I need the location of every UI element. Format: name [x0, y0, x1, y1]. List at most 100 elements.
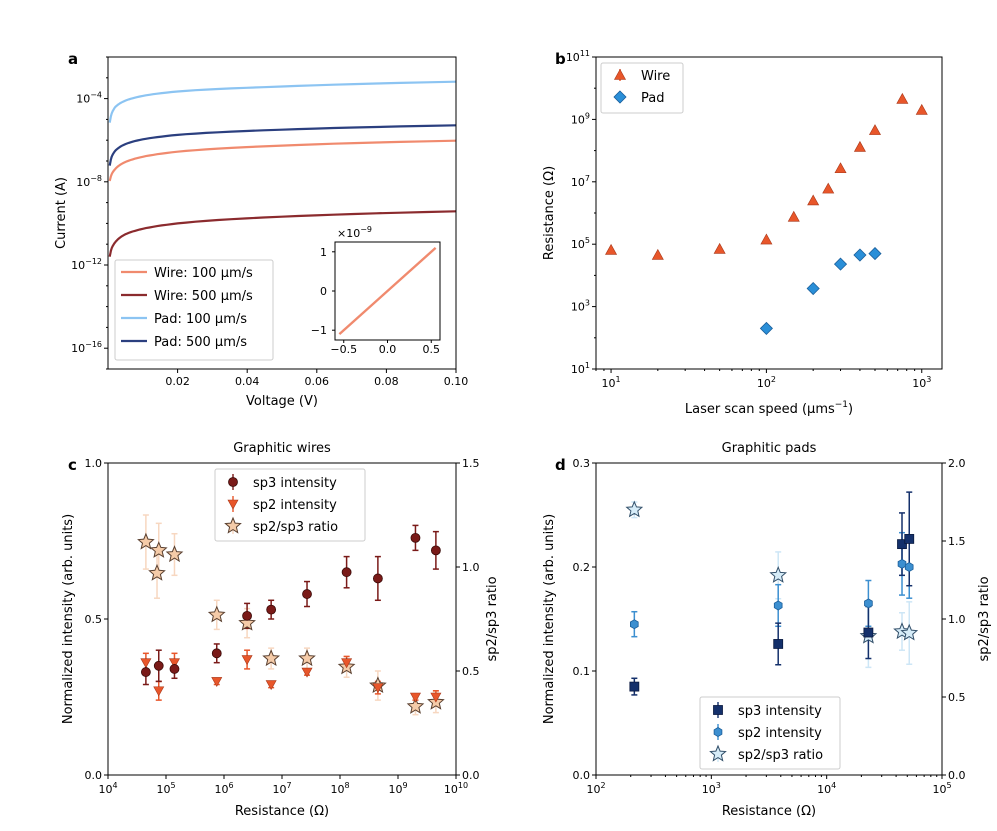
data-point	[630, 619, 639, 630]
data-point	[769, 565, 788, 583]
data-point	[372, 683, 384, 694]
data-point	[773, 600, 783, 611]
y-tick-label: 1011	[566, 49, 590, 64]
y2-tick-label: 1.5	[948, 535, 966, 548]
legend-box	[214, 468, 366, 542]
data-point	[262, 649, 281, 667]
x-axis-label: Laser scan speed (µms−1)	[685, 400, 853, 417]
panel-label-a: a	[68, 50, 78, 68]
x-tick-label: 103	[702, 781, 721, 796]
legend-marker	[713, 727, 723, 737]
y-tick-label: 101	[571, 361, 590, 376]
data-point	[430, 545, 441, 556]
data-point-pad	[759, 321, 773, 335]
legend-entry: Wire	[641, 69, 670, 84]
legend-entry: Pad: 500 µm/s	[154, 335, 247, 350]
data-point	[242, 610, 252, 621]
x-tick-label: 102	[757, 375, 776, 390]
series-line-3	[108, 80, 457, 123]
series-line-4	[108, 124, 457, 166]
inset-multiplier: ×10−9	[337, 225, 372, 240]
x-tick-label: 105	[932, 781, 951, 796]
data-point	[406, 697, 425, 714]
legend-entry: sp2/sp3 ratio	[738, 748, 823, 763]
legend-d: sp3 intensity sp2 intensity sp2/sp3 ratio	[699, 696, 841, 770]
y-tick-label: 10−4	[76, 91, 102, 106]
x-tick-label: 105	[156, 781, 175, 796]
x-tick-label: 103	[912, 375, 931, 390]
x-tick-label: 107	[272, 781, 291, 796]
data-point	[629, 681, 640, 692]
data-point	[904, 534, 915, 544]
y-tick-label: 109	[571, 111, 590, 126]
data-point	[140, 658, 152, 669]
data-point-wire	[605, 243, 618, 255]
data-point	[148, 563, 166, 581]
data-point	[265, 680, 277, 691]
y-axis-label: Current (A)	[54, 177, 69, 249]
data-point	[904, 562, 914, 572]
x-tick-label: 0.06	[305, 375, 330, 388]
data-point-wire	[896, 92, 909, 104]
legend-marker	[709, 744, 727, 762]
data-point	[241, 655, 253, 666]
y-axis-label: Resistance (Ω)	[542, 166, 557, 260]
x-tick-label: 104	[98, 781, 117, 796]
x-tick-label: 101	[602, 375, 621, 390]
data-point	[149, 541, 168, 558]
legend-marker	[228, 477, 238, 487]
legend-entry: sp2 intensity	[253, 498, 337, 513]
y-tick-label: 0.2	[573, 561, 591, 574]
y-tick-label: 0.0	[85, 769, 103, 782]
y-tick-label: 0.0	[573, 769, 591, 782]
data-point	[211, 648, 222, 659]
data-point	[625, 500, 644, 518]
legend-entry: Wire: 500 µm/s	[154, 289, 253, 304]
y-tick-label: 10−8	[76, 174, 102, 189]
axes-a	[107, 56, 457, 370]
data-point	[211, 677, 223, 688]
y-tick-label: 0.3	[573, 457, 591, 470]
inset-y-tick: −1	[311, 324, 327, 337]
legend-entry: sp3 intensity	[253, 476, 337, 491]
data-point-wire	[834, 162, 847, 174]
series-line-2	[108, 210, 457, 257]
data-point	[900, 623, 919, 641]
y-axis-label: Normalized intensity (arb. units)	[61, 514, 76, 724]
x-tick-label: 0.02	[165, 375, 190, 388]
y2-tick-label: 1.5	[462, 457, 480, 470]
inset-y-tick: 1	[320, 246, 327, 259]
data-point	[266, 604, 277, 615]
y-axis-label: Normalized intensity (arb. units)	[542, 514, 557, 724]
y-tick-label: 0.5	[85, 613, 103, 626]
data-point	[864, 598, 873, 609]
data-point	[430, 692, 442, 703]
legend-entry: sp2 intensity	[738, 726, 822, 741]
inset-x-tick: 0.0	[379, 343, 397, 356]
data-point-pad	[853, 248, 867, 262]
data-point	[207, 605, 226, 623]
legend-entry: sp2/sp3 ratio	[253, 520, 338, 535]
x-tick-label: 1010	[444, 781, 468, 796]
x-tick-label: 0.04	[235, 375, 260, 388]
x-axis-label: Resistance (Ω)	[722, 804, 816, 819]
data-point-wire	[760, 233, 773, 245]
data-point-wire	[915, 103, 928, 115]
y2-tick-label: 1.0	[948, 613, 966, 626]
data-point-wire	[807, 194, 820, 206]
x-tick-label: 106	[214, 781, 233, 796]
chart-title: Graphitic wires	[233, 441, 331, 456]
y2-tick-label: 0.5	[948, 691, 966, 704]
data-point-wire	[822, 182, 835, 194]
data-point	[169, 664, 180, 674]
data-point	[897, 558, 907, 569]
data-point	[302, 589, 312, 599]
data-point-wire	[713, 242, 726, 254]
legend-marker	[613, 68, 627, 80]
y2-tick-label: 0.0	[462, 769, 480, 782]
data-point	[409, 692, 421, 703]
y2-tick-label: 2.0	[948, 457, 966, 470]
legend-entry: sp3 intensity	[738, 704, 822, 719]
